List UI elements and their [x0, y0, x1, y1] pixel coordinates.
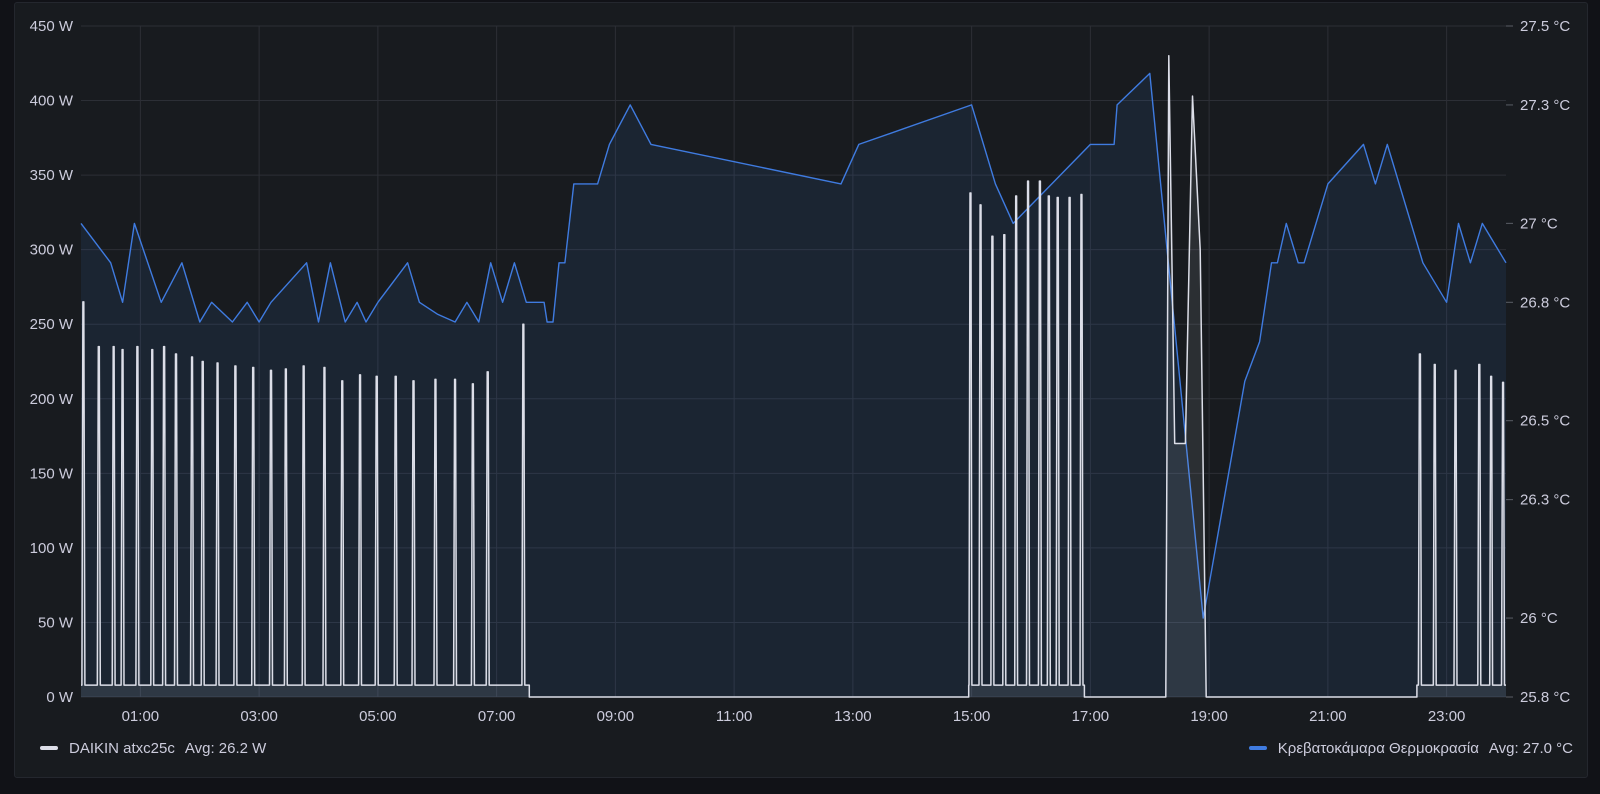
- y-right-tick-label: 25.8 °C: [1520, 689, 1570, 706]
- y-right-tick-label: 26.5 °C: [1520, 413, 1570, 430]
- x-tick-label: 07:00: [478, 708, 516, 725]
- y-left-tick-label: 450 W: [30, 18, 74, 35]
- temperature-area: [81, 73, 1506, 697]
- y-left-tick-label: 400 W: [30, 93, 74, 110]
- legend-label-temperature: Κρεβατοκάμαρα Θερμοκρασία: [1277, 739, 1479, 757]
- y-left-tick-label: 200 W: [30, 391, 74, 408]
- x-tick-label: 21:00: [1309, 708, 1347, 725]
- temperature-line: [80, 72, 1507, 619]
- x-tick-label: 17:00: [1072, 708, 1110, 725]
- x-tick-label: 23:00: [1428, 708, 1466, 725]
- power-line: [81, 55, 1506, 698]
- y-left-tick-label: 350 W: [30, 167, 74, 184]
- axes: 0 W 50 W 100 W 150 W 200 W 250 W 300 W 350 W 400…: [30, 18, 1571, 725]
- y-left-tick-label: 0 W: [46, 689, 74, 706]
- y-left-tick-label: 150 W: [30, 465, 74, 482]
- x-tick-label: 11:00: [716, 708, 752, 725]
- legend-item-daikin[interactable]: DAIKIN atxc25c Avg: 26.2 W: [40, 738, 266, 758]
- y-left-tick-label: 100 W: [30, 540, 74, 557]
- y-right-tick-label: 27.3 °C: [1520, 97, 1570, 114]
- y-left-tick-label: 250 W: [30, 316, 74, 333]
- y-left-tick-label: 50 W: [38, 614, 74, 631]
- x-tick-label: 09:00: [597, 708, 635, 725]
- y-right-tick-label: 27 °C: [1520, 215, 1558, 232]
- legend-avg-daikin: Avg: 26.2 W: [184, 739, 267, 757]
- legend-swatch-daikin: [40, 746, 58, 750]
- x-tick-label: 15:00: [953, 708, 991, 725]
- temperature-series: [80, 72, 1507, 697]
- y-right-tick-label: 26 °C: [1520, 610, 1558, 627]
- legend-avg-temperature: Avg: 27.0 °C: [1488, 739, 1573, 757]
- x-tick-label: 13:00: [834, 708, 872, 725]
- y-right-tick-label: 26.3 °C: [1520, 492, 1570, 509]
- y-right-tick-label: 27.5 °C: [1520, 18, 1570, 35]
- x-tick-label: 05:00: [359, 708, 397, 725]
- x-tick-label: 03:00: [240, 708, 278, 725]
- legend-item-temperature[interactable]: Κρεβατοκάμαρα Θερμοκρασία Avg: 27.0 °C: [1248, 738, 1573, 758]
- chart-panel: [14, 2, 1588, 778]
- x-tick-label: 01:00: [122, 708, 160, 725]
- legend-swatch-temperature: [1248, 746, 1267, 750]
- legend-label-daikin: DAIKIN atxc25c: [69, 739, 175, 757]
- y-right-tick-label: 26.8 °C: [1520, 294, 1570, 311]
- power-series: [81, 55, 1506, 698]
- y-left-tick-label: 300 W: [30, 242, 74, 259]
- x-tick-label: 19:00: [1190, 708, 1228, 725]
